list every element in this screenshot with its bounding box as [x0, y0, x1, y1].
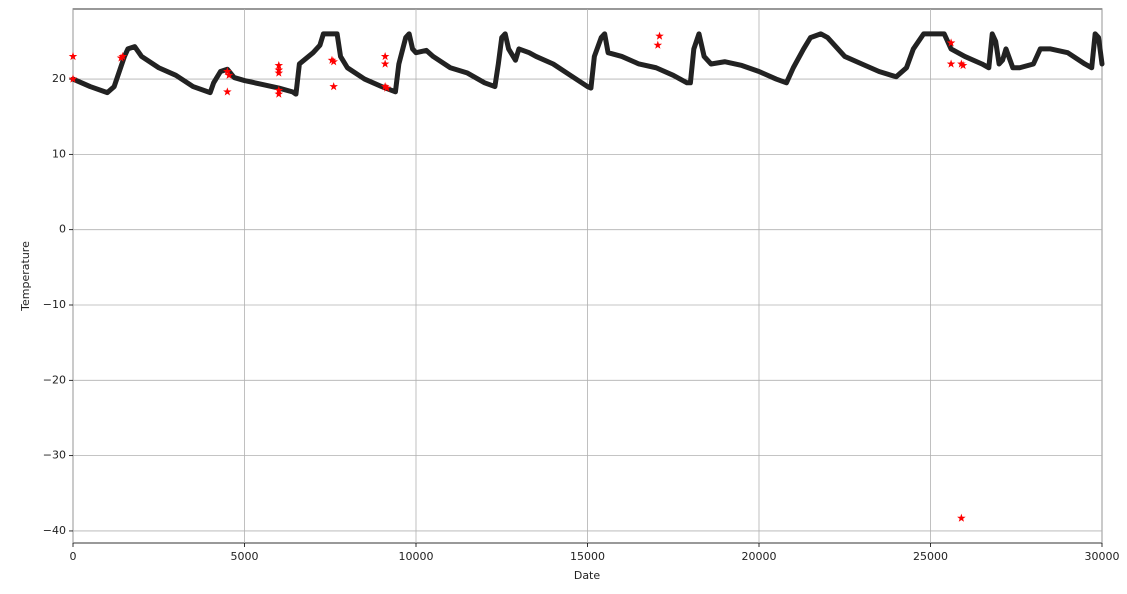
outlier-point [957, 513, 966, 522]
outlier-point [327, 55, 337, 64]
outlier-point [957, 59, 966, 68]
outlier-point [380, 82, 390, 91]
outlier-point [380, 59, 390, 68]
outlier-point [329, 82, 338, 91]
y-tick-label: 0 [59, 223, 66, 236]
outlier-point [946, 59, 956, 68]
outlier-point [958, 60, 968, 70]
x-tick-label: 20000 [742, 550, 777, 563]
y-tick-label: −20 [43, 373, 66, 386]
outlier-point [68, 74, 78, 83]
outlier-point [118, 51, 128, 61]
x-tick-label: 10000 [399, 550, 434, 563]
x-tick-label: 25000 [913, 550, 948, 563]
outlier-point [274, 60, 284, 70]
series-line [70, 31, 1105, 97]
x-tick-label: 30000 [1085, 550, 1120, 563]
y-tick-label: 20 [52, 72, 66, 85]
x-tick-label: 5000 [231, 550, 259, 563]
x-axis-label: Date [574, 569, 601, 582]
outlier-point [655, 31, 664, 40]
outlier-point [329, 57, 338, 66]
y-tick-label: −30 [43, 449, 66, 462]
outlier-point [223, 87, 232, 96]
outlier-point [224, 70, 234, 79]
x-tick-label: 15000 [570, 550, 605, 563]
y-tick-label: 10 [52, 147, 66, 160]
outlier-point [68, 51, 78, 61]
outlier-point [274, 89, 284, 98]
y-tick-label: −10 [43, 298, 66, 311]
y-tick-label: −40 [43, 524, 66, 537]
outlier-point [223, 67, 232, 76]
outlier-point [274, 68, 284, 77]
outlier-point [653, 40, 663, 49]
outlier-point [946, 38, 956, 47]
y-axis-label: Temperature [19, 241, 32, 312]
outlier-point [382, 83, 392, 92]
x-tick-label: 0 [70, 550, 77, 563]
outlier-point [380, 51, 390, 61]
